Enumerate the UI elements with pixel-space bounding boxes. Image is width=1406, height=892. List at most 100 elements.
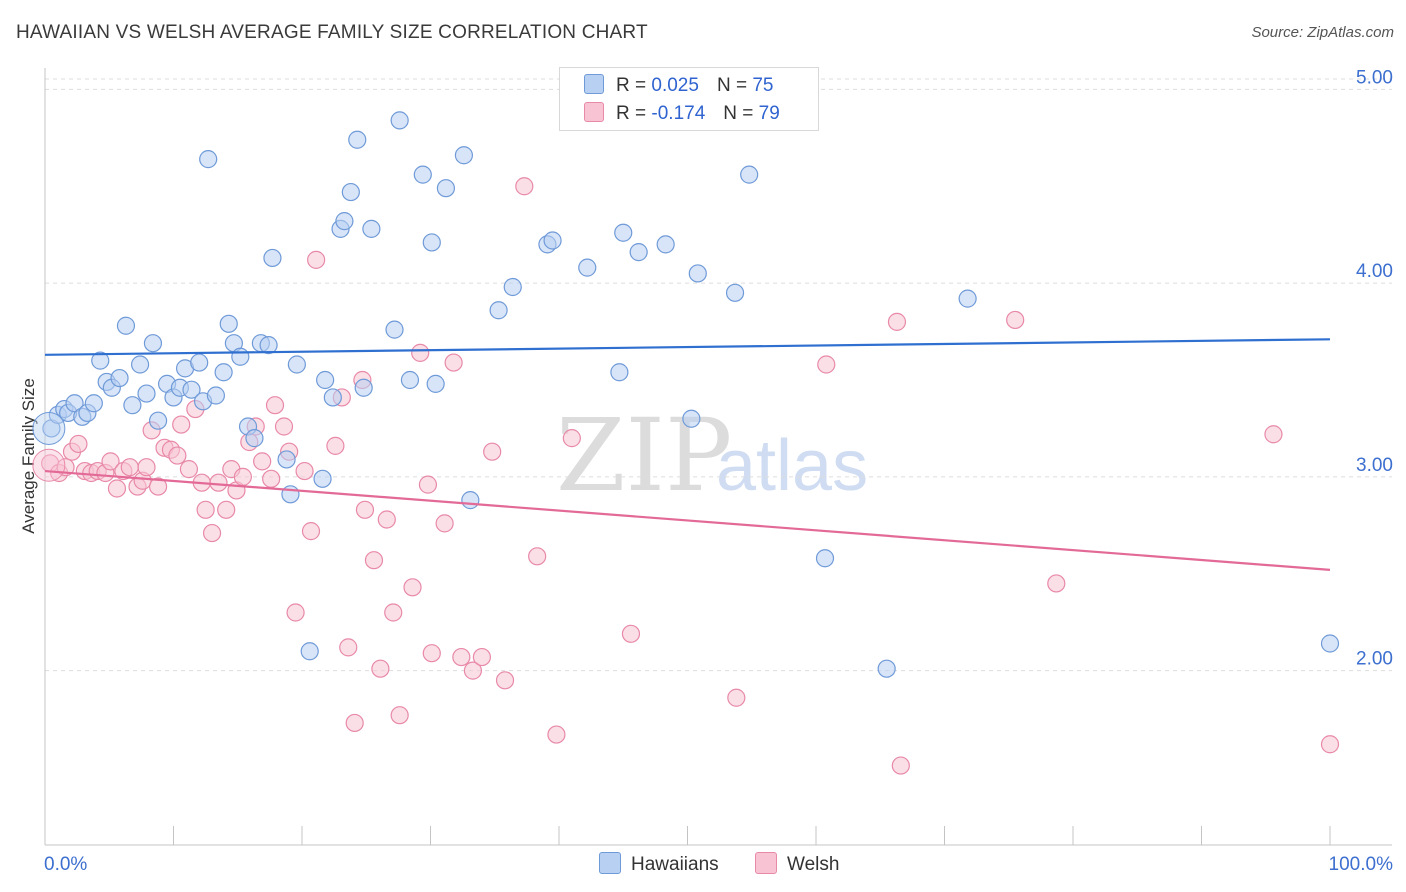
hawaiians-point xyxy=(110,368,129,388)
hawaiians-point xyxy=(259,336,278,355)
legend-r-value: 0.025 xyxy=(651,75,699,96)
chart-title: HAWAIIAN VS WELSH AVERAGE FAMILY SIZE CO… xyxy=(16,22,648,43)
hawaiians-point xyxy=(543,231,562,250)
welsh-point xyxy=(390,706,409,725)
hawaiians-legend-label: Hawaiians xyxy=(631,854,719,875)
welsh-point xyxy=(120,458,139,477)
welsh-point xyxy=(233,467,252,486)
welsh-point xyxy=(295,461,314,481)
welsh-point xyxy=(384,603,403,622)
hawaiians-point xyxy=(323,388,342,407)
hawaiians-points xyxy=(32,111,1340,678)
hawaiians-point xyxy=(263,248,282,268)
welsh-legend-label: Welsh xyxy=(787,854,840,875)
hawaiians-point xyxy=(815,549,835,568)
welsh-point xyxy=(887,312,907,331)
hawaiians-point xyxy=(341,182,360,202)
welsh-point xyxy=(202,523,222,543)
hawaiians-point xyxy=(610,363,629,382)
welsh-point xyxy=(196,500,215,519)
hawaiians-point xyxy=(348,130,367,149)
hawaiians-point xyxy=(277,450,296,469)
x-tick-labels: 0.0% 100.0% xyxy=(44,854,1393,875)
hawaiians-point xyxy=(629,243,648,262)
welsh-legend-swatch xyxy=(755,852,777,874)
hawaiians-point xyxy=(390,111,409,130)
welsh-point xyxy=(326,436,345,455)
trend-lines xyxy=(44,338,1331,571)
hawaiians-point xyxy=(362,219,381,238)
hawaiians-point xyxy=(84,394,103,413)
welsh-point xyxy=(371,659,390,678)
hawaiians-point xyxy=(130,355,150,374)
hawaiians-point xyxy=(231,347,250,366)
hawaiians-point xyxy=(489,301,508,320)
hawaiians-point xyxy=(123,396,142,415)
welsh-point xyxy=(1264,425,1283,444)
hawaiians-point xyxy=(116,316,136,335)
hawaiians-point xyxy=(313,469,332,488)
watermark-zip: ZIP xyxy=(556,397,732,514)
welsh-point xyxy=(483,442,502,461)
welsh-point xyxy=(435,514,454,533)
welsh-points xyxy=(32,80,1340,775)
welsh-point xyxy=(101,452,120,471)
welsh-point xyxy=(339,638,358,657)
welsh-point xyxy=(107,479,127,498)
welsh-point xyxy=(727,688,746,707)
welsh-point xyxy=(891,756,910,775)
hawaiians-point xyxy=(354,378,373,397)
welsh-point xyxy=(265,396,285,415)
hawaiians-point xyxy=(190,353,209,372)
x-tick-label: 100.0% xyxy=(1329,854,1394,875)
hawaiians-point xyxy=(426,374,445,393)
hawaiians-point xyxy=(143,334,163,353)
y-tick-labels: 2.00 3.00 4.00 5.00 xyxy=(1356,67,1393,669)
y-axis-title: Average Family Size xyxy=(19,378,38,534)
hawaiians-point xyxy=(688,264,707,283)
hawaiians-point xyxy=(614,223,633,242)
hawaiians-point xyxy=(281,485,300,504)
welsh-point xyxy=(137,458,156,477)
hawaiians-point xyxy=(287,355,306,374)
hawaiians-point xyxy=(877,659,896,678)
legend-item-welsh: Welsh xyxy=(755,852,839,876)
welsh-point xyxy=(274,417,294,436)
hawaiians-point xyxy=(137,384,156,403)
watermark: ZIP atlas xyxy=(556,397,868,514)
hawaiians-point xyxy=(503,277,522,297)
hawaiians-point xyxy=(436,179,456,198)
hawaiians-point xyxy=(335,212,354,231)
welsh-point xyxy=(1006,310,1025,330)
hawaiians-legend-swatch xyxy=(599,852,621,874)
hawaiians-point xyxy=(725,283,745,302)
hawaiians-point xyxy=(214,363,233,382)
hawaiians-point xyxy=(454,146,474,165)
welsh-point xyxy=(301,522,321,541)
welsh-point xyxy=(547,725,566,744)
y-tick-label: 4.00 xyxy=(1356,261,1393,282)
gridlines xyxy=(45,78,1392,672)
y-tick-label: 3.00 xyxy=(1356,455,1393,476)
welsh-point xyxy=(307,250,326,269)
hawaiians-point xyxy=(740,165,759,184)
source-label: Source: ZipAtlas.com xyxy=(1251,24,1394,41)
hawaiians-point xyxy=(65,394,84,413)
welsh-cluster-point xyxy=(32,448,66,482)
hawaiians-point xyxy=(400,370,420,390)
hawaiians-point xyxy=(206,386,226,405)
hawaiians-cluster-point xyxy=(32,411,66,445)
welsh-point xyxy=(515,177,534,196)
legend-n-label: N = xyxy=(716,75,748,96)
watermark-atlas: atlas xyxy=(716,426,868,506)
legend-item-hawaiians: Hawaiians xyxy=(599,852,719,876)
welsh-point xyxy=(345,713,364,733)
welsh-point xyxy=(411,343,430,362)
welsh-point xyxy=(286,603,305,622)
legend-row-welsh: R = -0.174 N = 79 xyxy=(584,102,780,130)
welsh-point xyxy=(562,429,581,448)
welsh-point xyxy=(528,547,547,566)
welsh-point xyxy=(444,353,463,372)
y-tick-label: 5.00 xyxy=(1356,67,1393,88)
welsh-point xyxy=(495,671,515,690)
